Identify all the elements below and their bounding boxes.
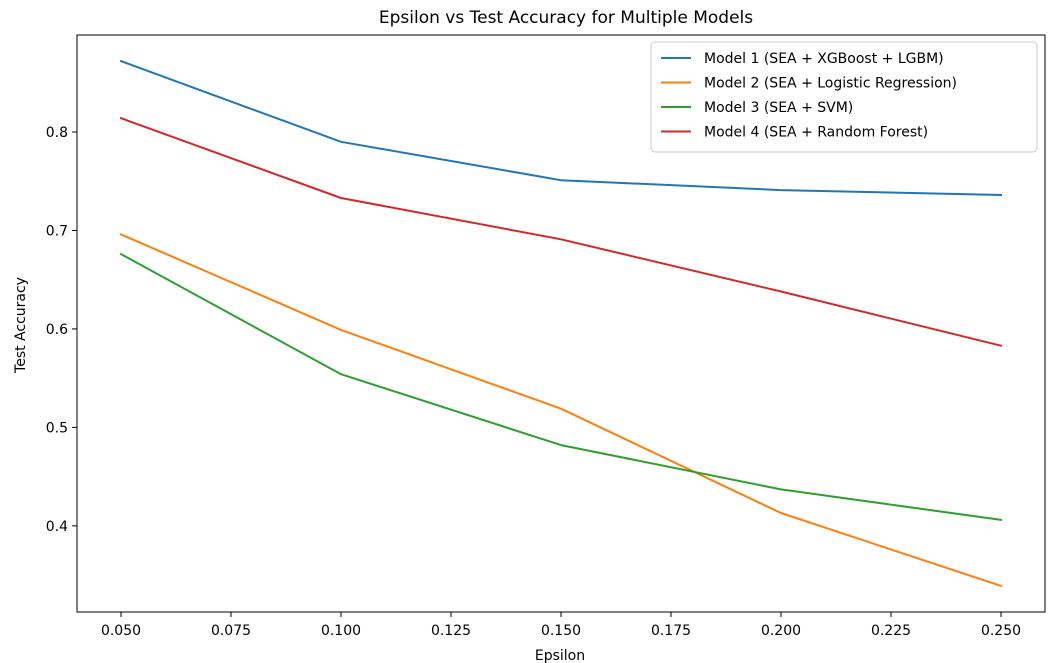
x-axis-ticks: 0.050 0.075 0.100 0.125 0.150 0.175 0.200 0.225…	[101, 612, 1021, 639]
series-line-model-1	[119, 59, 1003, 197]
y-tick-label: 0.8	[46, 125, 68, 141]
y-tick-label: 0.6	[46, 322, 68, 338]
x-tick-label: 0.175	[651, 623, 691, 639]
x-tick-label: 0.250	[981, 623, 1021, 639]
series-line-model-4	[119, 116, 1003, 347]
legend-label-model-4: Model 4 (SEA + Random Forest)	[704, 125, 928, 141]
y-tick-label: 0.5	[46, 420, 68, 436]
x-tick-label: 0.100	[321, 623, 361, 639]
x-axis-label: Epsilon	[535, 648, 585, 663]
x-tick-label: 0.200	[761, 623, 801, 639]
y-axis-ticks: 0.4 0.5 0.6 0.7 0.8	[46, 125, 77, 535]
legend: Model 1 (SEA + XGBoost + LGBM) Model 2 (S…	[650, 41, 1038, 153]
x-tick-label: 0.075	[211, 623, 251, 639]
y-tick-label: 0.4	[46, 519, 68, 535]
legend-label-model-2: Model 2 (SEA + Logistic Regression)	[704, 76, 957, 92]
series-line-model-3	[119, 252, 1003, 522]
legend-box	[650, 41, 1038, 153]
x-tick-label: 0.125	[431, 623, 471, 639]
series-lines	[119, 59, 1003, 588]
x-tick-label: 0.225	[871, 623, 911, 639]
series-line-model-2	[119, 233, 1003, 588]
y-tick-label: 0.7	[46, 223, 68, 239]
x-tick-label: 0.150	[541, 623, 581, 639]
x-tick-label: 0.050	[101, 623, 141, 639]
legend-label-model-3: Model 3 (SEA + SVM)	[704, 100, 853, 116]
legend-label-model-1: Model 1 (SEA + XGBoost + LGBM)	[704, 51, 944, 67]
y-axis-label: Test Accuracy	[13, 277, 29, 374]
chart-title: Epsilon vs Test Accuracy for Multiple Mo…	[379, 8, 753, 28]
